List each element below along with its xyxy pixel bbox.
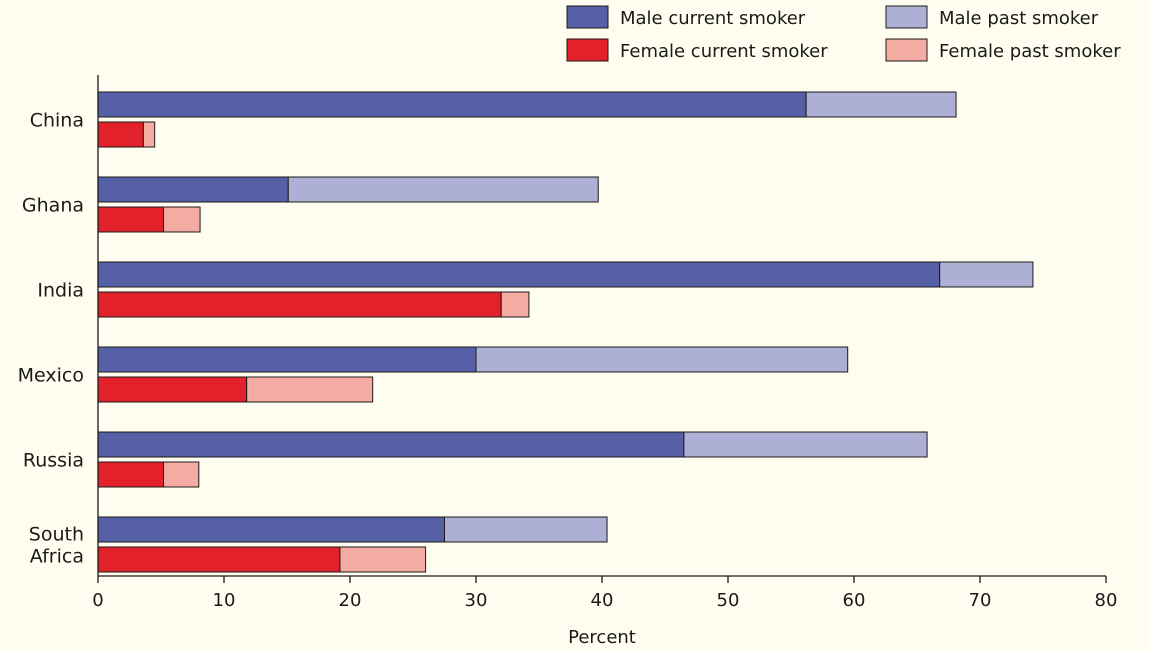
y-category-label: Ghana xyxy=(22,195,84,217)
bar-male-current-smoker xyxy=(97,91,807,118)
bar-male-current-smoker xyxy=(97,346,477,373)
bar-male-past-smoker xyxy=(939,261,1034,288)
bar-female-current-smoker xyxy=(97,376,248,403)
bar-female-past-smoker xyxy=(163,461,200,488)
x-tick-label: 0 xyxy=(92,590,103,611)
axes: China Ghana India Mexico Russia South Africa 0 1… xyxy=(18,75,1118,611)
x-tick-label: 10 xyxy=(213,590,236,611)
x-tick-label: 40 xyxy=(591,590,614,611)
legend-swatch-male-past-smoker xyxy=(885,5,928,29)
bar-female-current-smoker xyxy=(97,121,144,148)
x-tick-label: 80 xyxy=(1095,590,1118,611)
x-axis-label: Percent xyxy=(568,627,636,648)
legend-swatch-female-current-smoker xyxy=(566,38,609,62)
x-tick-label: 70 xyxy=(969,590,992,611)
y-category-label: Russia xyxy=(23,450,84,472)
legend-label-female-past-smoker: Female past smoker xyxy=(939,41,1121,62)
x-tick-label: 50 xyxy=(717,590,740,611)
y-category-label: South Africa xyxy=(29,524,84,568)
bars xyxy=(97,91,1034,573)
bar-female-current-smoker xyxy=(97,206,165,233)
legend-label-male-current-smoker: Male current smoker xyxy=(620,8,806,29)
bar-female-past-smoker xyxy=(500,291,530,318)
bar-male-past-smoker xyxy=(287,176,599,203)
bar-male-past-smoker xyxy=(475,346,849,373)
x-tick-label: 60 xyxy=(843,590,866,611)
bar-male-past-smoker xyxy=(805,91,957,118)
x-tick-label: 20 xyxy=(339,590,362,611)
bar-female-current-smoker xyxy=(97,461,165,488)
legend-swatch-female-past-smoker xyxy=(885,38,928,62)
bar-female-past-smoker xyxy=(339,546,427,573)
y-category-label: Mexico xyxy=(18,365,84,387)
bar-male-current-smoker xyxy=(97,176,289,203)
bar-female-past-smoker xyxy=(142,121,156,148)
bar-female-current-smoker xyxy=(97,546,341,573)
bar-male-current-smoker xyxy=(97,516,445,543)
legend-label-male-past-smoker: Male past smoker xyxy=(939,8,1099,29)
legend-swatch-male-current-smoker xyxy=(566,5,609,29)
y-category-label: India xyxy=(37,280,84,302)
legend: Male current smoker Male past smoker Femal… xyxy=(566,5,1121,62)
bar-male-current-smoker xyxy=(97,261,941,288)
y-category-label: China xyxy=(30,110,84,132)
bar-male-past-smoker xyxy=(683,431,928,458)
x-tick-label: 30 xyxy=(465,590,488,611)
bar-female-past-smoker xyxy=(163,206,201,233)
bar-male-past-smoker xyxy=(444,516,608,543)
bar-female-current-smoker xyxy=(97,291,502,318)
legend-label-female-current-smoker: Female current smoker xyxy=(620,41,828,62)
bar-male-current-smoker xyxy=(97,431,685,458)
bar-female-past-smoker xyxy=(246,376,374,403)
